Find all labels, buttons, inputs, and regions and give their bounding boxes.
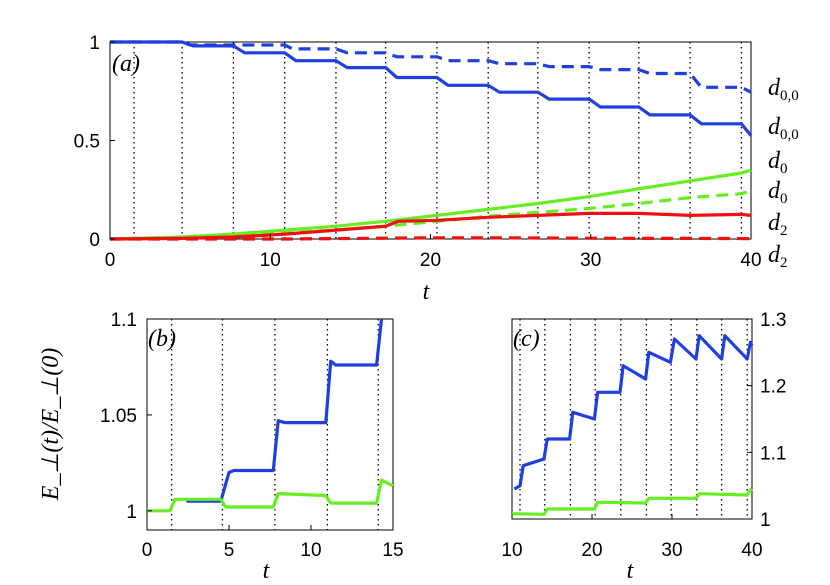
series-line-5 [109, 211, 752, 241]
x-tick-label: 30 [580, 250, 601, 271]
legend-label: d2 [768, 242, 788, 271]
panel-a-label: (a) [112, 51, 140, 77]
series-line-0 [186, 318, 384, 503]
panel-a-frame [109, 41, 752, 240]
panel-b-series [147, 318, 394, 513]
panel-c-series [511, 334, 754, 516]
panel-a-ticks: 0 10 20 30 40 0 0.5 1 [74, 33, 762, 271]
y-tick-label: 1.05 [100, 406, 137, 427]
panel-a-series [109, 40, 753, 241]
legend-label: d2 [768, 210, 788, 239]
series-line-3 [109, 168, 752, 241]
y-tick-label: 1 [89, 33, 100, 54]
panel-c: 10 20 30 40 1 1.1 1.2 1.3 (c) t [501, 310, 786, 584]
y-tick-label: 1.2 [760, 377, 786, 398]
x-tick-label: 5 [224, 540, 235, 561]
legend-label: d0 [768, 148, 788, 177]
y-tick-label: 1.3 [760, 310, 786, 331]
panel-b: 0 5 10 15 1 1.05 1.1 (b) t E_⊥(t)/E_⊥(0) [38, 310, 404, 584]
legend-label: d0,0 [768, 75, 799, 104]
series-line-1 [110, 40, 752, 94]
x-tick-label: 30 [661, 540, 682, 561]
legend-label: d0 [768, 178, 788, 207]
x-tick-label: 40 [740, 250, 761, 271]
x-tick-label: 10 [300, 540, 321, 561]
y-tick-label: 1 [126, 502, 137, 523]
panel-c-xlabel: t [627, 558, 635, 584]
x-tick-label: 40 [741, 540, 762, 561]
series-line-1 [147, 478, 394, 513]
y-tick-label: 0 [89, 230, 100, 251]
x-tick-label: 0 [142, 540, 153, 561]
panel-b-ylabel: E_⊥(t)/E_⊥(0) [38, 348, 64, 501]
panel-b-frame [146, 318, 394, 531]
y-tick-label: 1 [760, 510, 771, 531]
y-tick-label: 1.1 [111, 310, 137, 331]
y-tick-label: 0.5 [74, 132, 100, 153]
panel-a-vlines [133, 42, 743, 239]
panel-b-xlabel: t [263, 558, 271, 584]
panel-b-label: (b) [148, 326, 176, 352]
panel-a-xlabel: t [423, 279, 431, 305]
series-line-1 [511, 488, 754, 516]
series-line-0 [513, 334, 754, 491]
panel-b-ticks: 0 5 10 15 1 1.05 1.1 [100, 310, 404, 561]
panel-c-ticks: 10 20 30 40 1 1.1 1.2 1.3 [501, 310, 786, 561]
x-tick-label: 20 [420, 250, 441, 271]
x-tick-label: 10 [260, 250, 281, 271]
series-line-2 [110, 40, 753, 137]
x-tick-label: 20 [581, 540, 602, 561]
x-tick-label: 10 [501, 540, 522, 561]
x-tick-label: 0 [105, 250, 116, 271]
legend-label: d0,0 [768, 114, 799, 143]
panel-c-label: (c) [513, 326, 540, 352]
panel-c-frame [511, 318, 753, 520]
x-tick-label: 15 [382, 540, 403, 561]
y-tick-label: 1.1 [760, 443, 786, 464]
